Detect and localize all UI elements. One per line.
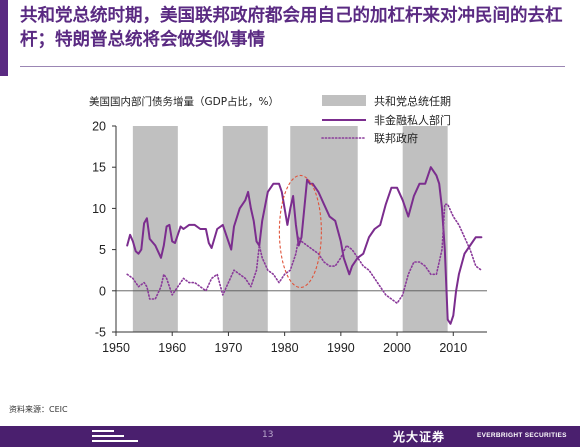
legend-label-private: 非金融私人部门 (374, 113, 451, 127)
republican-period-band (290, 126, 358, 332)
title-accent-bar (0, 0, 8, 76)
y-tick-label: 20 (92, 120, 106, 134)
x-tick-label: 1990 (327, 341, 355, 355)
x-tick-label: 1960 (158, 341, 186, 355)
republican-period-band (402, 126, 448, 332)
series-line-private (126, 166, 483, 325)
legend-swatch-republican (322, 95, 366, 106)
title-divider (20, 66, 565, 67)
x-tick-label: 1950 (102, 341, 130, 355)
y-tick-label: -5 (95, 326, 106, 340)
x-tick-label: 1980 (271, 341, 299, 355)
y-tick-label: 5 (99, 243, 106, 257)
brand-logo-cn: 光大证券 (393, 430, 446, 444)
legend-label-republican: 共和党总统任期 (374, 94, 451, 108)
x-tick-label: 1970 (215, 341, 243, 355)
chart-title: 美国国内部门债务增量（GDP占比，%） (89, 95, 279, 108)
legend-label-federal: 联邦政府 (374, 131, 418, 145)
page-number: 13 (262, 430, 274, 440)
y-tick-label: 15 (92, 161, 106, 175)
x-tick-label: 2010 (439, 341, 467, 355)
series-line-federal (126, 203, 483, 304)
highlight-ellipse (278, 174, 322, 289)
footer-decoration (92, 430, 152, 443)
page-title: 共和党总统时期，美国联邦政府都会用自己的加杠杆来对冲民间的去杠杆；特朗普总统将会… (20, 6, 563, 50)
y-tick-label: 0 (99, 284, 106, 298)
brand-logo-en: EVERBRIGHT SECURITIES (477, 432, 567, 439)
source-note: 资料来源：CEIC (9, 405, 68, 414)
y-tick-label: 10 (92, 202, 106, 216)
x-tick-label: 2000 (383, 341, 411, 355)
footer-bar: 13 光大证券 EVERBRIGHT SECURITIES (0, 426, 580, 447)
